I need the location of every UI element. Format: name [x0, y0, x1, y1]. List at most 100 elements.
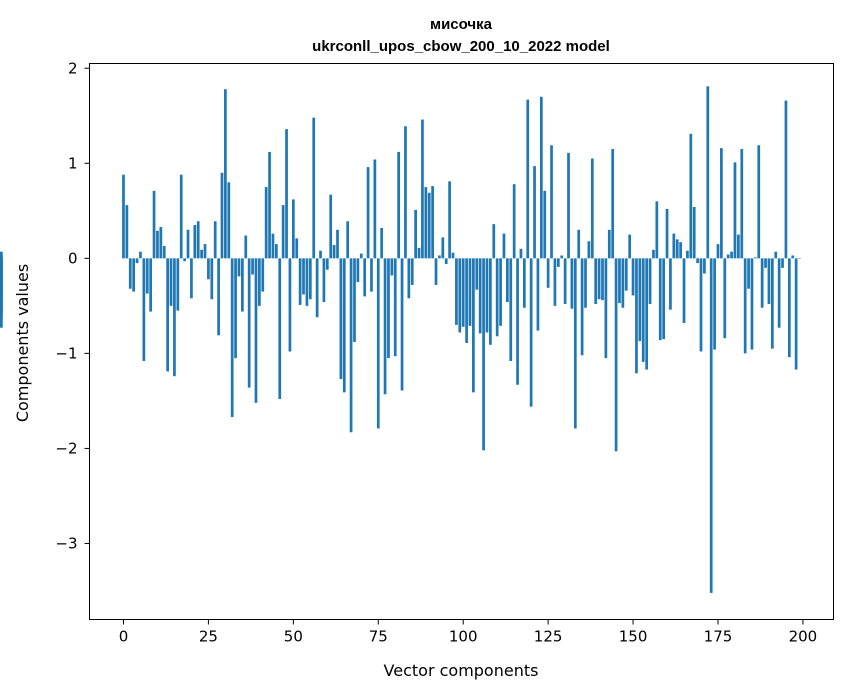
bar-190 [767, 258, 771, 304]
bar-114 [509, 258, 513, 361]
bar-131 [567, 152, 570, 259]
bar-87 [417, 247, 421, 259]
bar-76 [380, 227, 384, 259]
bar-54 [305, 258, 309, 306]
bar-29 [220, 172, 224, 259]
y-tick-label: −2 [55, 439, 77, 457]
bar-124 [543, 190, 547, 259]
bar-10 [156, 230, 159, 259]
bar-20 [190, 258, 193, 299]
bar-91 [431, 186, 434, 259]
x-tick-label: 200 [789, 628, 818, 646]
bar-158 [658, 258, 662, 341]
bar-113 [506, 258, 509, 303]
x-tick-label: 100 [449, 628, 478, 646]
bar-40 [258, 258, 261, 306]
bar-144 [611, 149, 615, 259]
bar-24 [203, 244, 207, 259]
bar-62 [332, 245, 336, 259]
bar-177 [723, 258, 727, 339]
bar-18 [183, 258, 186, 262]
bar-34 [237, 258, 241, 277]
bar-44 [271, 233, 275, 259]
bar-78 [387, 258, 390, 359]
bar-191 [770, 258, 774, 349]
bar-150 [631, 258, 635, 296]
bar-107 [485, 258, 489, 333]
bar-187 [757, 145, 761, 259]
bar-106 [482, 258, 485, 451]
bar-17 [179, 174, 183, 259]
bar-84 [407, 258, 411, 299]
bar-111 [499, 258, 502, 326]
bar-42 [264, 187, 268, 259]
bar-133 [573, 258, 577, 429]
bar-110 [495, 258, 499, 337]
bar-167 [689, 133, 693, 259]
bar-134 [577, 229, 581, 259]
bar-71 [363, 258, 367, 297]
bar-32 [230, 258, 234, 418]
bar-7 [145, 258, 149, 294]
bar-99 [458, 258, 462, 333]
bar-181 [737, 234, 740, 259]
bar-83 [404, 126, 407, 259]
bar-171 [703, 258, 706, 274]
bar-28 [217, 258, 220, 336]
bar-130 [563, 258, 567, 304]
y-tick-label: 0 [68, 249, 78, 267]
bar-9 [152, 190, 156, 259]
x-axis: 0 25 50 75 100 125 150 175 200 [119, 619, 818, 646]
bar-198 [794, 258, 798, 370]
bar-47 [281, 205, 285, 259]
bar-41 [261, 258, 265, 292]
bar-77 [383, 258, 387, 395]
bar-166 [686, 250, 689, 259]
bar-112 [502, 233, 506, 259]
bar-15 [173, 258, 176, 377]
bar-195 [784, 100, 788, 259]
bar-104 [475, 258, 479, 290]
bar-82 [400, 258, 404, 391]
bar-170 [699, 258, 703, 352]
bar-132 [570, 258, 574, 309]
bar-92 [434, 258, 438, 285]
bar-65 [342, 258, 346, 393]
bar-6 [142, 258, 146, 361]
bar-155 [648, 258, 652, 304]
bar-61 [329, 194, 333, 259]
bar-103 [472, 258, 475, 393]
bar-93 [438, 255, 441, 259]
bar-105 [478, 258, 482, 334]
bar-123 [539, 96, 543, 259]
x-tick-label: 125 [534, 628, 563, 646]
bar-120 [529, 258, 533, 407]
bar-172 [706, 86, 710, 259]
bar-129 [560, 255, 564, 259]
y-axis: −3 −2 −1 0 1 2 [55, 59, 90, 552]
bar-33 [234, 258, 237, 359]
bar-199 [798, 258, 801, 259]
bar-128 [556, 258, 560, 267]
bar-85 [410, 258, 414, 285]
bar-0 [122, 174, 125, 259]
bar-8 [149, 258, 153, 312]
bar-39 [254, 258, 258, 403]
bar-88 [421, 119, 424, 259]
bar-80 [393, 258, 397, 357]
bar-70 [359, 253, 363, 259]
bar-189 [764, 258, 767, 268]
chart-subtitle: ukrconll_upos_cbow_200_10_2022 model [312, 38, 610, 55]
bar-188 [760, 258, 764, 308]
bar-22 [196, 221, 200, 259]
bar-56 [312, 117, 316, 259]
bar-118 [522, 258, 526, 308]
bar-79 [390, 258, 394, 276]
bar-5 [139, 251, 142, 259]
bar-147 [621, 258, 625, 308]
bar-179 [730, 251, 733, 259]
bar-119 [526, 99, 530, 259]
bars-group [0, 86, 801, 593]
bar-161 [669, 258, 672, 310]
